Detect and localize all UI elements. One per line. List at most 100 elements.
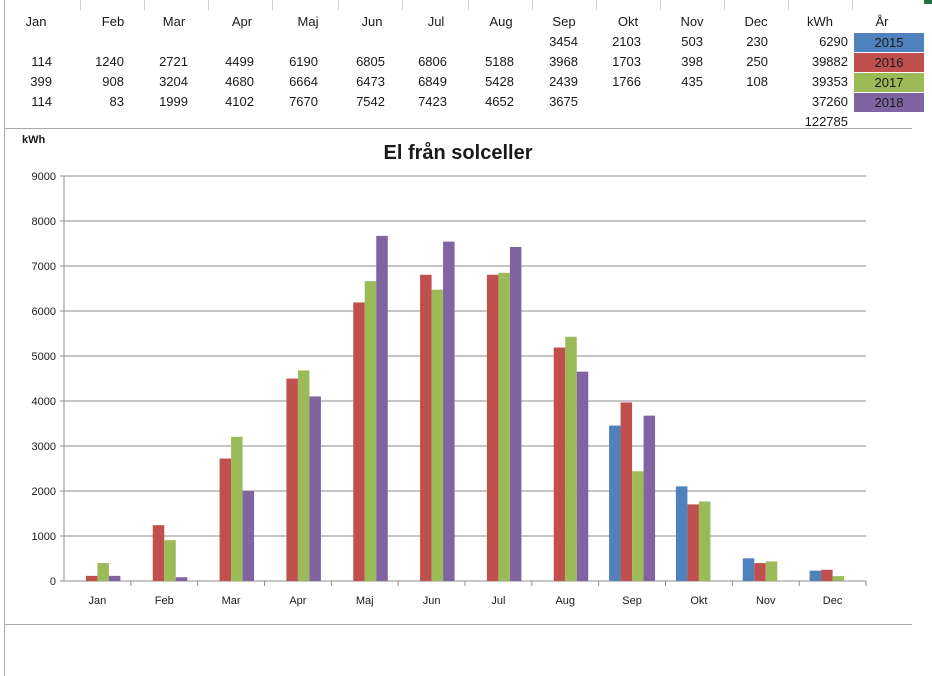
table-cell[interactable]: 6473: [356, 74, 385, 89]
table-cell[interactable]: 3204: [159, 74, 188, 89]
table-cell[interactable]: 1766: [612, 74, 641, 89]
table-cell[interactable]: [194, 32, 254, 52]
header-cell[interactable]: Mar: [162, 14, 186, 29]
x-tick-label: Jan: [89, 595, 107, 607]
x-tick-label: Mar: [222, 595, 241, 607]
table-cell[interactable]: 7542: [356, 94, 385, 109]
table-cell[interactable]: 4102: [225, 94, 254, 109]
table-cell[interactable]: 1999: [159, 94, 188, 109]
table-cell[interactable]: 6190: [289, 54, 318, 69]
table-cell[interactable]: 6806: [418, 54, 447, 69]
column-divider: [468, 0, 469, 10]
bar: [576, 371, 589, 581]
header-cell[interactable]: Jan: [25, 14, 47, 29]
bar: [309, 396, 321, 581]
bar: [431, 289, 444, 581]
bar: [832, 576, 845, 581]
column-divider: [338, 0, 339, 10]
header-cell[interactable]: kWh: [807, 14, 833, 29]
bar: [231, 436, 243, 581]
bar: [809, 570, 822, 581]
table-cell[interactable]: [258, 32, 318, 52]
table-cell[interactable]: [581, 92, 641, 112]
table-cell[interactable]: 2103: [612, 34, 641, 49]
table-cell[interactable]: 5188: [485, 54, 514, 69]
table-cell[interactable]: 230: [746, 34, 768, 49]
table-cell[interactable]: 5428: [485, 74, 514, 89]
table-cell[interactable]: 6805: [356, 54, 385, 69]
table-cell[interactable]: 108: [746, 74, 768, 89]
table-cell[interactable]: 7670: [289, 94, 318, 109]
row-total-cell[interactable]: 6290: [819, 34, 848, 49]
header-cell[interactable]: Sep: [552, 14, 576, 29]
bar: [443, 241, 455, 582]
header-cell[interactable]: Aug: [489, 14, 513, 29]
row-total-cell[interactable]: 39882: [811, 54, 848, 69]
table-cell[interactable]: [325, 32, 385, 52]
table-cell[interactable]: 250: [746, 54, 768, 69]
sheet-corner-marker: [924, 0, 932, 4]
row-total-cell[interactable]: 39353: [811, 74, 848, 89]
bar: [643, 415, 656, 581]
table-cell[interactable]: [454, 32, 514, 52]
table-cell[interactable]: 503: [681, 34, 703, 49]
x-tick-label: Okt: [690, 595, 707, 607]
row-total-cell[interactable]: 37260: [811, 94, 848, 109]
header-cell[interactable]: Apr: [231, 14, 253, 29]
table-cell[interactable]: 1240: [95, 54, 124, 69]
x-tick-label: Jul: [491, 595, 505, 607]
table-cell[interactable]: [128, 32, 188, 52]
table-cell[interactable]: 114: [31, 94, 52, 109]
table-cell[interactable]: 3454: [549, 34, 578, 49]
header-cell[interactable]: Dec: [744, 14, 768, 29]
column-divider: [724, 0, 725, 10]
table-cell[interactable]: 3675: [549, 94, 578, 109]
header-cell[interactable]: Jun: [361, 14, 383, 29]
chart-top-border: [4, 128, 912, 129]
table-cell[interactable]: 7423: [418, 94, 447, 109]
header-cell[interactable]: År: [875, 14, 889, 29]
year-cell[interactable]: 2016: [854, 53, 924, 72]
table-cell[interactable]: 6664: [289, 74, 318, 89]
table-cell[interactable]: 2439: [549, 74, 578, 89]
header-cell[interactable]: Okt: [617, 14, 639, 29]
table-cell[interactable]: 398: [681, 54, 703, 69]
table-cell[interactable]: [643, 92, 703, 112]
bar: [609, 425, 621, 581]
bar: [164, 540, 176, 581]
bar: [509, 246, 522, 581]
table-cell[interactable]: 435: [681, 74, 703, 89]
table-cell[interactable]: [64, 32, 124, 52]
table-cell[interactable]: 6849: [418, 74, 447, 89]
table-cell[interactable]: 4652: [485, 94, 514, 109]
table-cell[interactable]: 114: [31, 54, 52, 69]
table-cell[interactable]: 399: [30, 74, 52, 89]
table-cell[interactable]: 4680: [225, 74, 254, 89]
table-cell[interactable]: 908: [102, 74, 124, 89]
table-cell[interactable]: [387, 32, 447, 52]
chart-plot-area: 0 1000 2000 3000 4000 5000 6000 7000 8000 9000 Jan…: [32, 171, 867, 607]
bar: [364, 281, 377, 581]
year-cell[interactable]: 2018: [854, 93, 924, 112]
header-cell[interactable]: Jul: [427, 14, 445, 29]
year-cell[interactable]: 2015: [854, 33, 924, 52]
bar: [742, 558, 755, 581]
table-cell[interactable]: 2721: [159, 54, 188, 69]
header-cell[interactable]: Nov: [680, 14, 704, 29]
bar: [632, 471, 644, 581]
grand-total-cell[interactable]: 122785: [804, 114, 848, 129]
table-cell[interactable]: 1703: [612, 54, 641, 69]
x-tick-label: Jun: [423, 595, 441, 607]
bar-chart[interactable]: kWh El från solceller 0 1000 2000 3000 4000 5…: [4, 128, 912, 624]
y-tick-label: 1000: [32, 531, 56, 543]
table-cell[interactable]: [0, 32, 52, 52]
table-cell[interactable]: 83: [109, 94, 124, 109]
table-cell[interactable]: 4499: [225, 54, 254, 69]
table-cell[interactable]: 3968: [549, 54, 578, 69]
header-cell[interactable]: Feb: [101, 14, 125, 29]
bar: [553, 347, 566, 581]
header-cell[interactable]: Maj: [297, 14, 319, 29]
year-cell[interactable]: 2017: [854, 73, 924, 92]
table-cell[interactable]: [708, 92, 768, 112]
bar: [297, 370, 310, 581]
